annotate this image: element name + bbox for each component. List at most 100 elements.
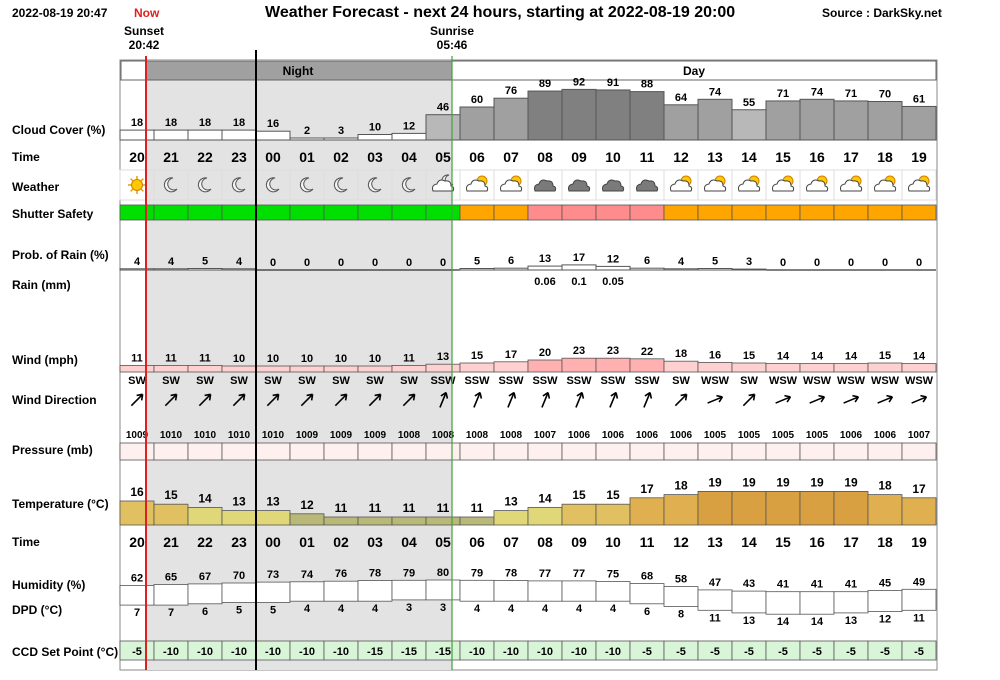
shutter-cell <box>391 204 427 221</box>
hour-label: 04 <box>401 534 417 550</box>
cloud-bar <box>901 105 937 141</box>
humidity-value: 78 <box>505 568 517 580</box>
shutter-cell <box>221 204 257 221</box>
temperature-value: 14 <box>198 491 212 505</box>
humidity-value: 68 <box>641 571 653 583</box>
arrow-shaft <box>439 392 447 408</box>
shutter-cell <box>527 204 563 221</box>
temperature-bar <box>901 497 937 526</box>
cloud-value: 70 <box>879 89 891 101</box>
wind-direction-text: SW <box>196 375 214 387</box>
temperature-value: 17 <box>640 482 654 496</box>
wind-arrow-icon <box>402 393 416 407</box>
dpd-value: 4 <box>610 603 617 615</box>
wind-value: 11 <box>199 352 211 364</box>
wind-value: 23 <box>573 345 585 357</box>
hour-label: 23 <box>231 149 247 165</box>
arrow-head <box>748 393 756 401</box>
cloud-shape <box>704 179 727 192</box>
wind-arrow-icon <box>507 391 517 408</box>
humidity-dpd-box <box>901 588 937 611</box>
arrow-shaft <box>541 392 549 408</box>
wind-arrow-icon <box>130 393 144 407</box>
cloud-bar <box>357 134 393 141</box>
arrow-shaft <box>266 393 280 407</box>
wind-value: 10 <box>369 353 381 365</box>
cloud-bar <box>595 89 631 141</box>
arrow-shaft <box>911 396 927 404</box>
cloud-bar <box>221 129 257 141</box>
cloud-cover-row: 18 18 18 18 16 2 3 10 12 46 60 76 89 92 91 88 64 74 55 71 74… <box>119 76 937 141</box>
temperature-bar <box>867 494 903 526</box>
wind-bar <box>153 364 189 373</box>
dpd-value: 4 <box>474 603 481 615</box>
humidity-value: 70 <box>233 570 245 582</box>
humidity-dpd-box <box>731 590 767 614</box>
cloud-shape <box>874 179 897 192</box>
dpd-value: 4 <box>508 603 515 615</box>
arrow-head <box>610 391 619 399</box>
temperature-value: 11 <box>335 501 348 515</box>
rain-prob-value: 0 <box>338 257 344 269</box>
partly-cloudy-icon <box>833 169 869 201</box>
humidity-value: 75 <box>607 569 619 581</box>
dpd-value: 5 <box>270 605 276 617</box>
rain-prob-bar <box>459 268 495 271</box>
humidity-dpd-box <box>425 579 461 601</box>
humidity-dpd-box <box>255 581 291 603</box>
pressure-cell <box>221 442 257 461</box>
rain-prob-value: 0 <box>406 257 412 269</box>
rain-prob-bar <box>221 268 257 271</box>
arrow-head <box>204 393 212 401</box>
shutter-cell <box>493 204 529 221</box>
cloud-value: 55 <box>743 97 755 109</box>
rain-prob-value: 0 <box>270 257 276 269</box>
rain-prob-value: 0 <box>848 257 854 269</box>
shutter-cell <box>833 204 869 221</box>
arrow-shaft <box>198 393 212 407</box>
ccd-value: -5 <box>914 646 924 658</box>
wind-arrow-icon <box>809 394 826 404</box>
temperature-bar <box>833 490 869 526</box>
shutter-cell <box>595 204 631 221</box>
cloud-value: 74 <box>709 86 722 98</box>
humidity-dpd-box <box>187 583 223 605</box>
pressure-cell <box>901 442 937 461</box>
wind-direction-text: SSW <box>566 375 592 387</box>
ccd-value: -5 <box>676 646 686 658</box>
arrow-shaft <box>402 393 416 407</box>
arrow-head <box>680 393 688 401</box>
cloud-value: 71 <box>845 88 857 100</box>
wind-arrow-icon <box>164 393 178 407</box>
wind-bar <box>731 362 767 373</box>
arrow-head <box>716 394 724 403</box>
humidity-dpd-box <box>221 582 257 603</box>
cloud-bar <box>867 101 903 141</box>
humidity-dpd-box <box>493 580 529 602</box>
dpd-value: 13 <box>845 615 857 627</box>
ccd-value: -10 <box>231 646 247 658</box>
source-label: Source : DarkSky.net <box>822 6 942 20</box>
cloud-shape <box>602 179 625 192</box>
arrow-shaft <box>674 393 688 407</box>
pressure-cell <box>255 442 291 461</box>
shutter-cell <box>561 204 597 221</box>
temperature-value: 15 <box>164 488 178 502</box>
ccd-cell <box>901 640 937 661</box>
temperature-value: 19 <box>776 475 790 489</box>
ccd-value: -5 <box>710 646 720 658</box>
pressure-value: 1005 <box>704 430 727 441</box>
cloud-shape <box>466 179 489 192</box>
shutter-cell <box>357 204 393 221</box>
arrow-head <box>238 393 246 401</box>
pressure-value: 1010 <box>262 430 285 441</box>
arrow-head <box>576 391 585 399</box>
sunset-time: 20:42 <box>128 38 160 52</box>
pressure-cell <box>697 442 733 461</box>
cloud-bar <box>153 129 189 141</box>
rain-prob-bar <box>561 264 597 271</box>
wind-direction-text: WSW <box>769 375 798 387</box>
rain-prob-value: 0 <box>882 257 888 269</box>
cloud-bar <box>561 88 597 141</box>
pressure-cell <box>289 442 325 461</box>
